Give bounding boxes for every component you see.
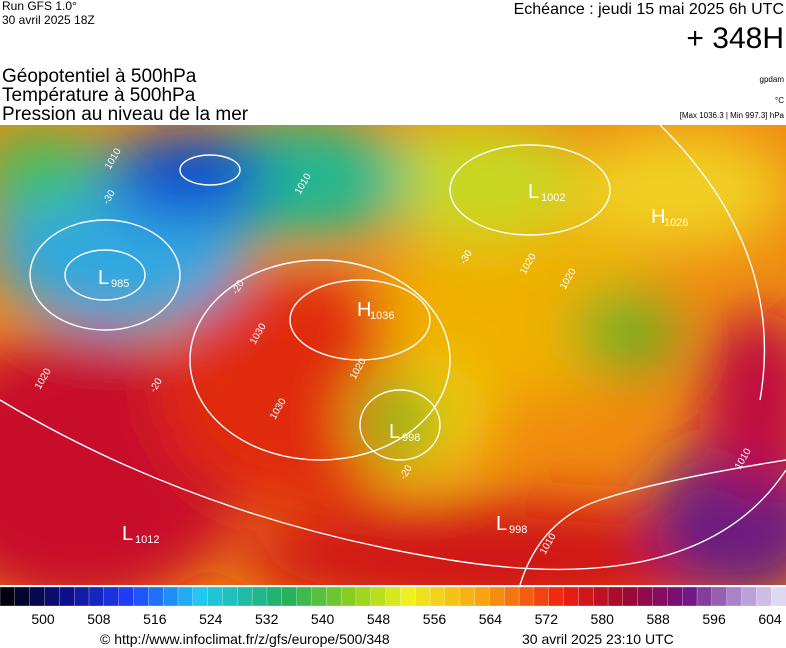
colorbar-label: 604 bbox=[758, 611, 782, 627]
colorbar-cell bbox=[296, 586, 313, 607]
colorbar-cell bbox=[652, 586, 669, 607]
isobars bbox=[0, 125, 786, 585]
pressure-center: L bbox=[98, 267, 109, 289]
colorbar-cell bbox=[162, 586, 179, 607]
colorbar-cell bbox=[340, 586, 357, 607]
colorbar-label: 508 bbox=[87, 611, 111, 627]
colorbar-cell bbox=[326, 586, 342, 607]
colorbar-label: 564 bbox=[479, 611, 503, 627]
colorbar-cell bbox=[563, 586, 580, 607]
colorbar-cell bbox=[0, 586, 16, 607]
colorbar-cell bbox=[533, 586, 550, 607]
run-date: 30 avril 2025 18Z bbox=[2, 13, 95, 27]
colorbar-cell bbox=[370, 586, 387, 607]
colorbar-label: 588 bbox=[646, 611, 670, 627]
issued: 30 avril 2025 23:10 UTC bbox=[522, 631, 674, 647]
pressure-center: L bbox=[389, 421, 400, 443]
colorbar-cell bbox=[74, 586, 90, 607]
colorbar-cell bbox=[355, 586, 372, 607]
colorbar-label: 500 bbox=[31, 611, 55, 627]
colorbar-cell bbox=[251, 586, 268, 607]
colorbar-label: 524 bbox=[199, 611, 223, 627]
valid-time: Echéance : jeudi 15 mai 2025 6h UTC bbox=[514, 1, 784, 18]
colorbar-cell bbox=[281, 586, 298, 607]
colorbar-cell bbox=[29, 586, 46, 607]
colorbar-cell bbox=[489, 586, 505, 607]
pressure-center: L bbox=[122, 523, 133, 545]
colorbar-label: 516 bbox=[143, 611, 167, 627]
colorbar-cell bbox=[207, 586, 224, 607]
colorbar-cell bbox=[14, 586, 31, 607]
colorbar-cell bbox=[518, 586, 535, 607]
colorbar-cell bbox=[459, 586, 476, 607]
colorbar-label: 556 bbox=[423, 611, 447, 627]
unit: °C bbox=[775, 96, 784, 105]
unit: [Max 1036.3 | Min 997.3] hPa bbox=[680, 111, 785, 120]
colorbar-cell bbox=[637, 586, 654, 607]
pressure-center: H bbox=[357, 299, 371, 321]
pressure-center: L bbox=[496, 513, 507, 535]
colorbar-cell bbox=[741, 586, 757, 607]
colorbar-label: 532 bbox=[255, 611, 279, 627]
colorbar-cell bbox=[578, 586, 594, 607]
field: Pression au niveau de la mer bbox=[2, 104, 249, 125]
colorbar-cell bbox=[429, 586, 446, 607]
colorbar-cell bbox=[771, 586, 786, 607]
source: © http://www.infoclimat.fr/z/gfs/europe/… bbox=[100, 631, 390, 647]
colorbar-cell bbox=[59, 586, 75, 607]
colorbar-cell bbox=[88, 586, 105, 607]
colorbar-cell bbox=[311, 586, 327, 607]
colorbar-cell bbox=[44, 586, 60, 607]
unit: gpdam bbox=[760, 75, 785, 84]
colorbar-cell bbox=[726, 586, 743, 607]
pressure-center: H bbox=[651, 206, 665, 228]
colorbar-cell bbox=[548, 586, 565, 607]
field: Température à 500hPa bbox=[2, 85, 196, 106]
colorbar-label: 548 bbox=[367, 611, 391, 627]
pressure-value: 998 bbox=[509, 524, 527, 536]
pressure-value: 1036 bbox=[370, 310, 394, 322]
colorbar-cell bbox=[400, 586, 416, 607]
colorbar-cell bbox=[696, 586, 713, 607]
colorbar-label: 580 bbox=[591, 611, 615, 627]
colorbar-cell bbox=[266, 586, 283, 607]
colorbar-cell bbox=[622, 586, 639, 607]
colorbar-cell bbox=[385, 586, 402, 607]
lead-time: + 348H bbox=[686, 22, 784, 55]
colorbar-cell bbox=[237, 586, 253, 607]
colorbar-cell bbox=[682, 586, 698, 607]
pressure-center: L bbox=[528, 181, 539, 203]
map bbox=[0, 125, 786, 585]
colorbar-cell bbox=[148, 586, 164, 607]
colorbar-cell bbox=[133, 586, 149, 607]
field: Géopotentiel à 500hPa bbox=[2, 66, 197, 87]
colorbar-label: 596 bbox=[702, 611, 726, 627]
colorbar-cell bbox=[504, 586, 520, 607]
colorbar-cell bbox=[711, 586, 728, 607]
colorbar-cell bbox=[222, 586, 238, 607]
pressure-value: 1002 bbox=[541, 192, 565, 204]
colorbar-cell bbox=[474, 586, 491, 607]
colorbar-label: 572 bbox=[535, 611, 559, 627]
run: Run GFS 1.0° bbox=[2, 0, 77, 13]
colorbar-cell bbox=[177, 586, 194, 607]
colorbar-cell bbox=[192, 586, 209, 607]
pressure-value: 1026 bbox=[664, 217, 688, 229]
pressure-value: 998 bbox=[402, 432, 420, 444]
colorbar-cell bbox=[667, 586, 683, 607]
colorbar-cell bbox=[607, 586, 624, 607]
pressure-value: 985 bbox=[111, 278, 129, 290]
colorbar-cell bbox=[415, 586, 431, 607]
colorbar-cell bbox=[756, 586, 772, 607]
pressure-value: 1012 bbox=[135, 534, 159, 546]
colorbar-cell bbox=[118, 586, 135, 607]
colorbar-label: 540 bbox=[311, 611, 335, 627]
colorbar-cell bbox=[103, 586, 120, 607]
colorbar-cell bbox=[444, 586, 461, 607]
colorbar-cell bbox=[593, 586, 609, 607]
